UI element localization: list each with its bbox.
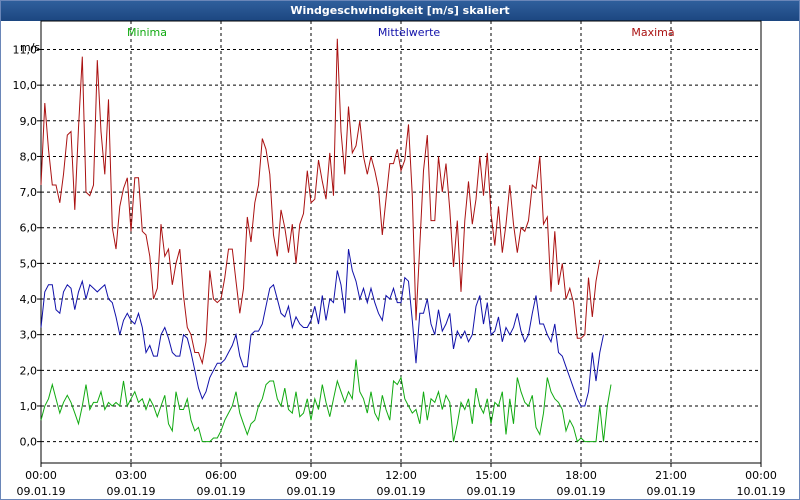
x-tick-date-label: 09.01.19 [287, 485, 336, 498]
x-tick-time-label: 00:00 [25, 469, 57, 482]
x-tick-date-label: 09.01.19 [197, 485, 246, 498]
y-tick-label: 10,0 [13, 79, 38, 92]
x-tick-time-label: 00:00 [745, 469, 777, 482]
x-tick-date-label: 09.01.19 [647, 485, 696, 498]
y-tick-label: 0,0 [20, 436, 38, 449]
y-tick-label: 7,0 [20, 186, 38, 199]
x-tick-date-label: 10.01.19 [737, 485, 786, 498]
window-title: Windgeschwindigkeit [m/s] skaliert [1, 1, 799, 21]
x-tick-date-label: 09.01.19 [557, 485, 606, 498]
legend-entry-minima: Minima [127, 26, 167, 39]
y-tick-label: 2,0 [20, 364, 38, 377]
y-tick-label: 9,0 [20, 115, 38, 128]
series-line-maxima [40, 38, 601, 366]
series-line-minima [40, 359, 612, 443]
y-tick-label: 5,0 [20, 257, 38, 270]
series-line-mittelwerte [40, 249, 604, 407]
y-tick-label: 8,0 [20, 150, 38, 163]
y-tick-label: 1,0 [20, 400, 38, 413]
legend-entry-maxima: Maxima [631, 26, 674, 39]
y-tick-label: 3,0 [20, 329, 38, 342]
x-tick-time-label: 18:00 [565, 469, 597, 482]
legend-entry-mittelwerte: Mittelwerte [378, 26, 441, 39]
x-tick-time-label: 15:00 [475, 469, 507, 482]
y-axis-label: m/s [20, 41, 40, 54]
x-tick-date-label: 09.01.19 [467, 485, 516, 498]
x-tick-date-label: 09.01.19 [107, 485, 156, 498]
x-tick-time-label: 12:00 [385, 469, 417, 482]
x-tick-time-label: 06:00 [205, 469, 237, 482]
x-tick-date-label: 09.01.19 [377, 485, 426, 498]
x-tick-time-label: 21:00 [655, 469, 687, 482]
y-tick-label: 11,0 [13, 44, 38, 57]
y-tick-label: 6,0 [20, 222, 38, 235]
y-tick-label: 4,0 [20, 293, 38, 306]
x-tick-date-label: 09.01.19 [17, 485, 66, 498]
x-tick-time-label: 03:00 [115, 469, 147, 482]
plot-area-border [40, 20, 762, 464]
x-tick-time-label: 09:00 [295, 469, 327, 482]
